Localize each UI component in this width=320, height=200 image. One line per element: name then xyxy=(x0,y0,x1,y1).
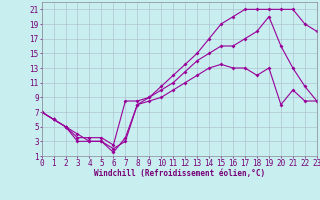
X-axis label: Windchill (Refroidissement éolien,°C): Windchill (Refroidissement éolien,°C) xyxy=(94,169,265,178)
